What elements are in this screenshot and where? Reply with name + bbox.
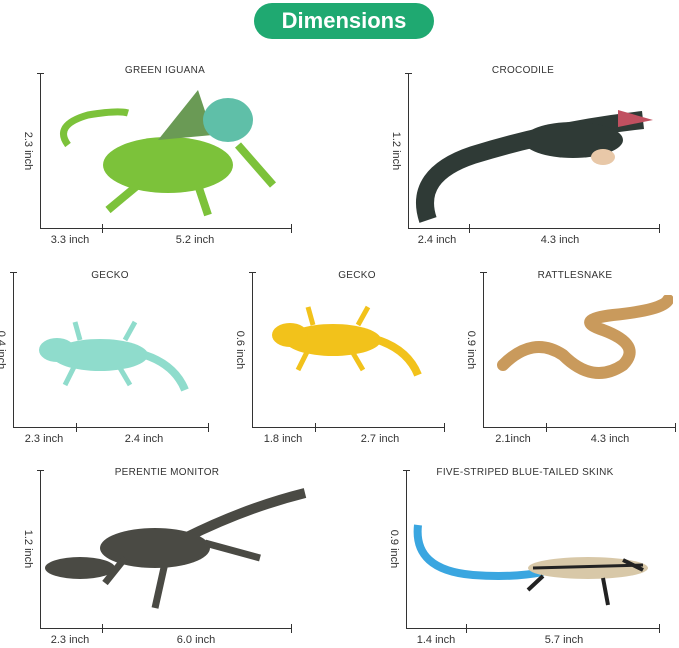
axis-tick [10, 272, 17, 273]
height-label: 2.3 inch [22, 131, 34, 170]
animal-name: RATTLESNAKE [537, 270, 613, 281]
height-axis [406, 470, 407, 628]
axis-tick [659, 224, 660, 233]
width-label: 2.3 inch [50, 634, 90, 646]
axis-tick [102, 224, 103, 233]
width-label: 2.1inch [495, 433, 531, 445]
axis-tick [76, 423, 77, 432]
height-axis [13, 272, 14, 427]
width-axis [408, 228, 659, 229]
axis-tick [466, 624, 467, 633]
height-axis [408, 73, 409, 228]
length-label: 2.7 inch [360, 433, 400, 445]
length-label: 6.0 inch [176, 634, 216, 646]
animal-name: PERENTIE MONITOR [114, 467, 220, 478]
width-label: 2.3 inch [24, 433, 64, 445]
animal-name: GREEN IGUANA [124, 65, 206, 76]
axis-tick [675, 423, 676, 432]
axis-tick [37, 73, 44, 74]
length-label: 5.7 inch [544, 634, 584, 646]
axis-tick [249, 272, 256, 273]
width-label: 2.4 inch [417, 234, 457, 246]
width-label: 1.4 inch [416, 634, 456, 646]
axis-tick [291, 224, 292, 233]
axis-tick [480, 272, 487, 273]
axis-tick [37, 470, 44, 471]
height-label: 0.9 inch [388, 529, 400, 569]
height-axis [40, 470, 41, 628]
axis-tick [403, 470, 410, 471]
width-axis [252, 427, 444, 428]
length-label: 4.3 inch [540, 234, 580, 246]
width-label: 3.3 inch [50, 234, 90, 246]
animal-name: GECKO [338, 270, 376, 281]
animal-name: GECKO [91, 270, 129, 281]
animal-image [45, 488, 307, 609]
width-axis [483, 427, 675, 428]
animal-image [497, 295, 673, 379]
height-label: 1.2 inch [390, 131, 402, 170]
axis-tick [546, 423, 547, 432]
length-label: 4.3 inch [590, 433, 630, 445]
height-label: 0.6 inch [234, 330, 246, 369]
length-label: 2.4 inch [124, 433, 164, 445]
axis-tick [315, 423, 316, 432]
axis-tick [291, 624, 292, 633]
dimensions-title-badge: Dimensions [254, 3, 434, 39]
width-axis [13, 427, 208, 428]
animal-name: CROCODILE [491, 65, 555, 76]
height-axis [252, 272, 253, 427]
axis-tick [444, 423, 445, 432]
height-label: 1.2 inch [22, 529, 34, 569]
width-axis [40, 228, 291, 229]
height-axis [483, 272, 484, 427]
animal-image [60, 90, 277, 217]
width-axis [406, 628, 659, 629]
height-axis [40, 73, 41, 228]
length-label: 5.2 inch [175, 234, 215, 246]
axis-tick [102, 624, 103, 633]
animal-image [39, 320, 189, 392]
height-label: 0.9 inch [465, 330, 477, 369]
width-axis [40, 628, 291, 629]
height-label: 0.4 inch [0, 330, 7, 369]
animal-image [272, 305, 422, 377]
axis-tick [659, 624, 660, 633]
axis-tick [469, 224, 470, 233]
animal-image [413, 524, 648, 606]
animal-image [416, 110, 653, 223]
axis-tick [208, 423, 209, 432]
axis-tick [405, 73, 412, 74]
animal-name: FIVE-STRIPED BLUE-TAILED SKINK [436, 467, 614, 478]
width-label: 1.8 inch [263, 433, 303, 445]
